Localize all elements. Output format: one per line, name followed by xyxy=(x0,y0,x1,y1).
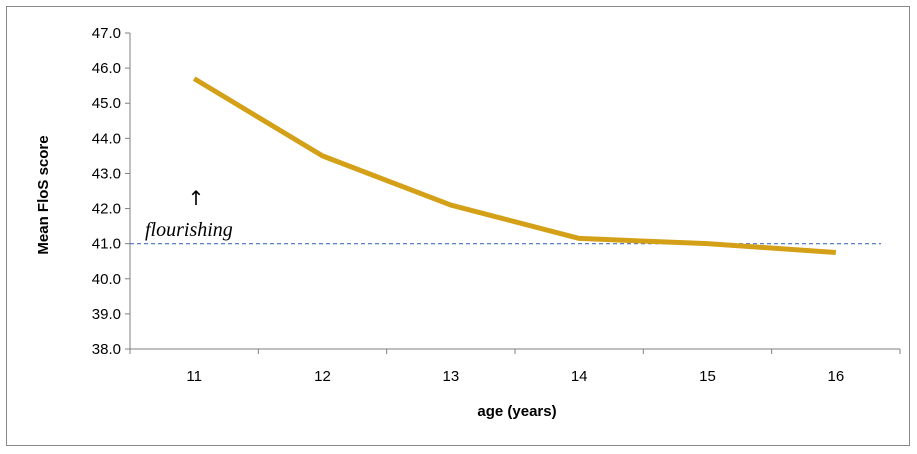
y-tick-label: 39.0 xyxy=(92,306,121,323)
x-tick-label: 15 xyxy=(699,368,716,385)
threshold-arrow: ↑ xyxy=(188,186,205,210)
y-tick-label: 41.0 xyxy=(92,236,121,253)
y-axis-title: Mean FloS score xyxy=(35,135,52,254)
x-tick-label: 13 xyxy=(442,368,459,385)
y-tick-label: 46.0 xyxy=(92,60,121,77)
y-tick-label: 47.0 xyxy=(92,25,121,42)
x-tick-label: 11 xyxy=(186,368,202,385)
chart-frame xyxy=(6,6,910,446)
x-axis-title: age (years) xyxy=(477,403,556,420)
y-axis: 38.0 39.0 40.0 41.0 42.0 43.0 44.0 45.0 46.0 47.0 xyxy=(92,25,131,358)
threshold-label: flourishing xyxy=(145,219,233,241)
x-tick-label: 16 xyxy=(827,368,844,385)
series xyxy=(192,76,837,255)
series-line xyxy=(192,76,837,255)
y-tick-label: 42.0 xyxy=(92,201,121,218)
y-tick-label: 43.0 xyxy=(92,165,121,182)
y-tick-label: 40.0 xyxy=(92,271,121,288)
x-tick-label: 12 xyxy=(314,368,331,385)
y-tick-label: 44.0 xyxy=(92,130,121,147)
y-tick-label: 38.0 xyxy=(92,341,121,358)
x-axis: 11 12 13 14 15 16 xyxy=(129,348,901,385)
annotation: ↑ flourishing xyxy=(145,186,233,241)
y-tick-label: 45.0 xyxy=(92,95,121,112)
x-tick-label: 14 xyxy=(571,368,588,385)
